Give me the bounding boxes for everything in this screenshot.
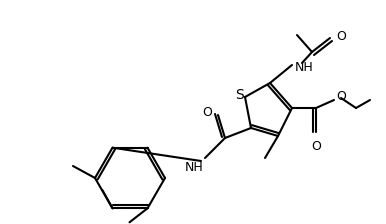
Text: O: O [311,140,321,153]
Text: S: S [235,88,244,102]
Text: NH: NH [184,161,203,174]
Text: O: O [336,30,346,43]
Text: O: O [336,90,346,103]
Text: NH: NH [295,60,314,73]
Text: O: O [202,106,212,118]
